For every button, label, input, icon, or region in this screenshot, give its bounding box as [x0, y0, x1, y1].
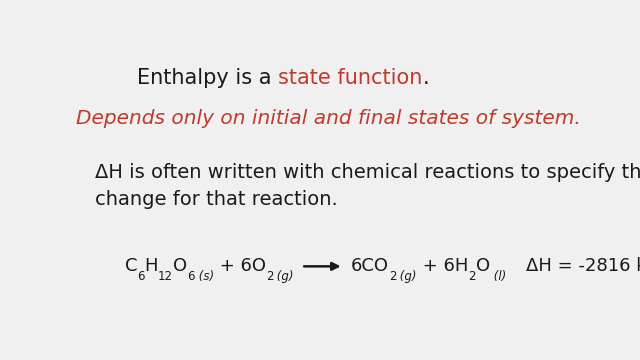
Text: (l): (l): [490, 270, 506, 283]
Text: (s): (s): [195, 270, 214, 283]
Text: (g): (g): [273, 270, 294, 283]
Text: Depends only on initial and final states of system.: Depends only on initial and final states…: [76, 109, 580, 127]
Text: ΔH = -2816 kJ: ΔH = -2816 kJ: [526, 257, 640, 275]
FancyArrowPatch shape: [304, 263, 338, 270]
Text: 2: 2: [468, 270, 476, 283]
Text: change for that reaction.: change for that reaction.: [95, 190, 338, 209]
Text: 6: 6: [188, 270, 195, 283]
Text: .: .: [422, 68, 429, 88]
Text: C: C: [125, 257, 137, 275]
Text: (g): (g): [396, 270, 417, 283]
Text: Enthalpy is a: Enthalpy is a: [137, 68, 278, 88]
Text: 2: 2: [389, 270, 396, 283]
Text: 6CO: 6CO: [351, 257, 389, 275]
Text: 12: 12: [158, 270, 173, 283]
Text: O: O: [476, 257, 490, 275]
Text: + 6O: + 6O: [214, 257, 266, 275]
Text: state function: state function: [278, 68, 422, 88]
Text: + 6H: + 6H: [417, 257, 468, 275]
Text: 6: 6: [137, 270, 145, 283]
Text: ΔH is often written with chemical reactions to specify the enthalpy: ΔH is often written with chemical reacti…: [95, 163, 640, 181]
Text: 2: 2: [266, 270, 273, 283]
Text: O: O: [173, 257, 188, 275]
Text: H: H: [145, 257, 158, 275]
